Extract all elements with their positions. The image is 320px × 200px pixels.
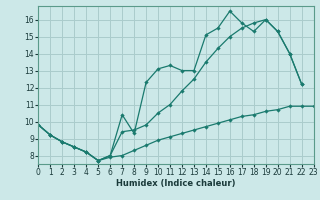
X-axis label: Humidex (Indice chaleur): Humidex (Indice chaleur) bbox=[116, 179, 236, 188]
